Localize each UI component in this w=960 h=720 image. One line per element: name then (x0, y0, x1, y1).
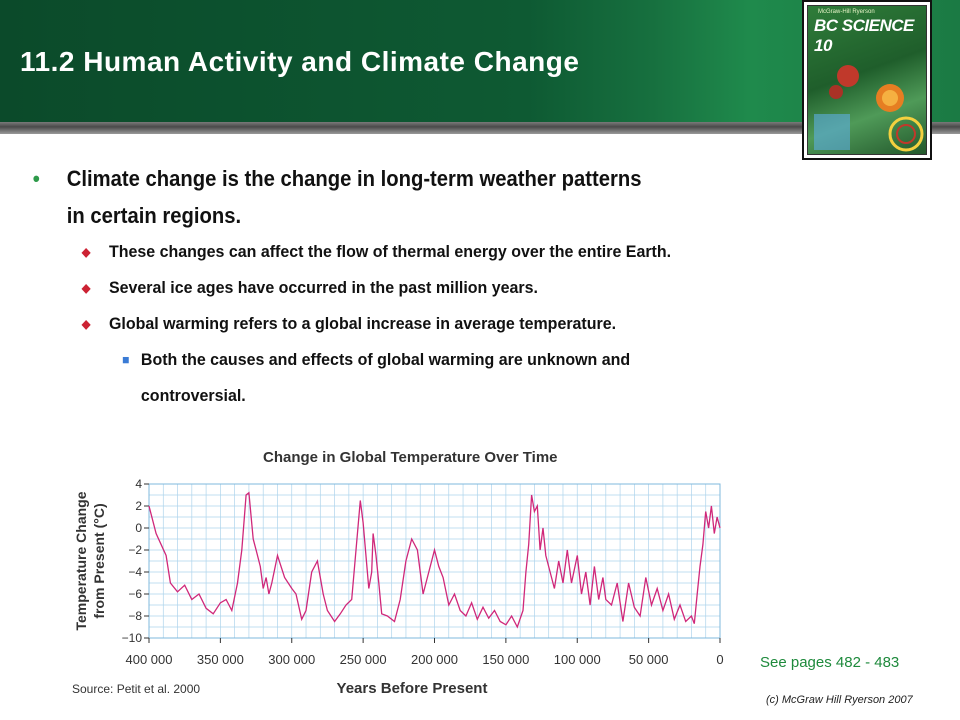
chart-source: Source: Petit et al. 2000 (72, 682, 200, 696)
x-axis-ticks: 400 000 350 000 300 000 250 000 200 000 150 0… (126, 638, 724, 667)
diamond-bullet-icon: ◆ (81, 281, 91, 295)
diamond-bullet-icon: ◆ (81, 317, 91, 331)
main-bullet-line1: Climate change is the change in long-ter… (66, 166, 642, 191)
sub-sub-bullet-line1: Both the causes and effects of global wa… (140, 350, 631, 369)
x-tick-label: 0 (716, 652, 723, 667)
x-tick-label: 250 000 (340, 652, 387, 667)
bullet-dot-icon: • (32, 166, 40, 191)
temperature-chart: Change in Global Temperature Over Time 4… (72, 449, 724, 697)
y-axis-ticks: 4 2 0 −2 −4 −6 −8 −10 (122, 477, 149, 645)
y-tick-label: −8 (128, 609, 142, 623)
x-tick-label: 200 000 (411, 652, 458, 667)
see-pages-note: See pages 482 - 483 (760, 654, 900, 671)
square-bullet-icon: ■ (122, 352, 130, 367)
slide-title: 11.2 Human Activity and Climate Change (20, 46, 580, 77)
x-tick-label: 400 000 (126, 652, 173, 667)
sub-bullet-text: Global warming refers to a global increa… (108, 314, 617, 333)
bullet-list: • Climate change is the change in long-t… (30, 160, 930, 414)
book-publisher: McGraw-Hill Ryerson (818, 9, 875, 15)
main-bullet: • Climate change is the change in long-t… (30, 160, 858, 234)
y-axis-label-line1: Temperature Change (73, 491, 89, 630)
x-tick-label: 100 000 (554, 652, 601, 667)
x-tick-label: 50 000 (629, 652, 669, 667)
y-tick-label: −10 (122, 631, 143, 645)
y-tick-label: −6 (128, 587, 142, 601)
y-tick-label: 2 (135, 499, 142, 513)
sub-bullet: ◆ These changes can affect the flow of t… (30, 234, 917, 270)
book-title: BC SCIENCE 10 (814, 16, 914, 55)
y-tick-label: −2 (128, 543, 142, 557)
textbook-cover-image: McGraw-Hill Ryerson BC SCIENCE 10 (802, 0, 932, 160)
cover-art (814, 65, 924, 152)
copyright-notice: (c) McGraw Hill Ryerson 2007 (766, 694, 913, 706)
header-bar (0, 0, 960, 122)
diamond-bullet-icon: ◆ (81, 245, 91, 259)
y-axis-label-line2: from Present (°C) (91, 503, 107, 618)
y-tick-label: 0 (135, 521, 142, 535)
sub-bullet: ◆ Several ice ages have occurred in the … (30, 270, 917, 306)
x-axis-label: Years Before Present (337, 680, 488, 697)
sub-bullet: ◆ Global warming refers to a global incr… (30, 306, 917, 342)
x-tick-label: 350 000 (197, 652, 244, 667)
x-tick-label: 300 000 (268, 652, 315, 667)
y-tick-label: 4 (135, 477, 142, 491)
chart-title: Change in Global Temperature Over Time (263, 449, 558, 466)
temperature-series-line (148, 491, 721, 629)
main-bullet-line2: in certain regions. (66, 203, 242, 228)
chart-grid (148, 483, 721, 639)
sub-sub-bullet-line2: controversial. (140, 386, 246, 405)
sub-sub-bullet: ■ Both the causes and effects of global … (30, 342, 855, 414)
sub-bullet-text: These changes can affect the flow of the… (108, 242, 672, 261)
sub-bullet-text: Several ice ages have occurred in the pa… (108, 278, 538, 297)
y-tick-label: −4 (128, 565, 142, 579)
x-tick-label: 150 000 (482, 652, 529, 667)
header-divider (0, 122, 960, 134)
